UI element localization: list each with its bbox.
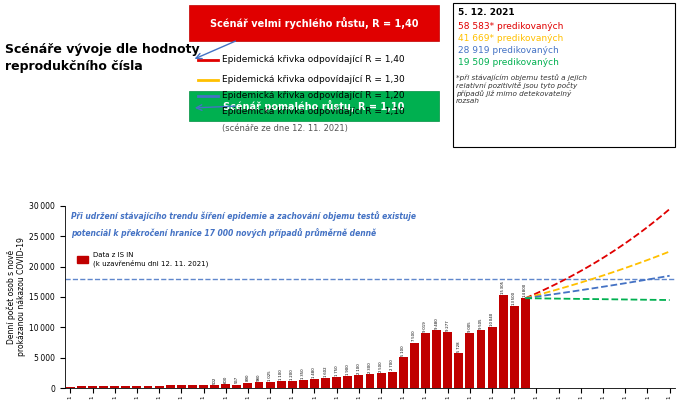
Text: (scénáře ze dne 12. 11. 2021): (scénáře ze dne 12. 11. 2021) [222,124,348,132]
FancyBboxPatch shape [453,3,675,147]
Text: Při udržení stávajícího trendu šíření epidemie a zachování objemu testů existuje: Při udržení stávajícího trendu šíření ep… [71,212,416,222]
Bar [355,375,364,388]
Bar [343,376,352,388]
Text: 9 005: 9 005 [468,322,472,332]
Bar [155,386,164,388]
Text: 890: 890 [246,374,250,381]
Bar [477,330,486,388]
Text: 13 500: 13 500 [512,292,516,305]
Bar [299,380,308,388]
Bar [88,386,97,388]
Text: 5 100: 5 100 [401,345,405,356]
Bar [488,327,496,388]
Bar [221,384,230,388]
Bar [388,372,397,388]
Bar [421,333,430,388]
Bar [266,382,275,388]
Text: Epidemická křivka odpovídající R = 1,10: Epidemická křivka odpovídající R = 1,10 [222,108,404,116]
Text: *při stávajícím objemu testů a jejich
relativní pozitivitě jsou tyto počty
přípa: *při stávajícím objemu testů a jejich re… [456,74,587,104]
Bar [465,333,474,388]
Bar [199,385,208,388]
Text: 2 700: 2 700 [390,360,394,370]
Bar [399,357,408,388]
Text: 9 019: 9 019 [424,321,428,332]
Bar [110,386,119,388]
Text: Epidemická křivka odpovídající R = 1,30: Epidemická křivka odpovídající R = 1,30 [222,76,404,84]
Text: 1 350: 1 350 [301,368,306,378]
Bar [443,332,452,388]
Bar [376,373,385,388]
Text: 7 500: 7 500 [413,331,417,341]
Text: Scénář pomalého růstu, R = 1,10: Scénář pomalého růstu, R = 1,10 [223,100,404,112]
Text: 5 728: 5 728 [457,342,461,352]
Bar [210,385,219,388]
Text: 9 277: 9 277 [445,320,449,330]
Bar [310,379,319,388]
Bar [454,353,463,388]
Text: 10 040: 10 040 [490,313,494,326]
Bar [510,306,519,388]
Text: 15 305: 15 305 [501,281,505,294]
Bar [132,386,141,388]
Text: 1 100: 1 100 [279,369,283,380]
Text: Epidemická křivka odpovídající R = 1,40: Epidemická křivka odpovídající R = 1,40 [222,56,404,64]
Text: 58 583* predikovaných: 58 583* predikovaných [458,22,563,31]
Text: 14 800: 14 800 [523,284,527,297]
Bar [332,377,341,388]
Bar [366,374,374,388]
Bar [521,298,530,388]
FancyBboxPatch shape [189,91,439,121]
Bar [121,386,130,388]
Bar [499,295,507,388]
Text: 19 509 predikovaných: 19 509 predikovaných [458,58,559,67]
Text: potenciál k překročení hranice 17 000 nových případů průměrně denně: potenciál k překročení hranice 17 000 no… [71,228,376,238]
Bar [410,342,419,388]
Bar [166,386,175,388]
Text: 1 750: 1 750 [335,366,339,376]
Text: 9 505: 9 505 [479,319,483,329]
Bar [233,384,241,388]
Bar [99,386,108,388]
Text: 28 919 predikovaných: 28 919 predikovaných [458,46,559,55]
Text: 502: 502 [213,376,217,384]
Text: Scénáře vývoje dle hodnoty
reprodukčního čísla: Scénáře vývoje dle hodnoty reprodukčního… [5,43,200,73]
Bar [277,381,286,388]
FancyBboxPatch shape [189,5,439,41]
Text: 2 300: 2 300 [368,362,372,373]
Bar [177,385,186,388]
Text: 1 602: 1 602 [323,366,327,377]
Text: 1 480: 1 480 [312,367,316,378]
Text: Epidemická křivka odpovídající R = 1,20: Epidemická křivka odpovídající R = 1,20 [222,92,404,100]
Text: 980: 980 [257,373,261,381]
Text: 600: 600 [224,376,228,383]
Bar [243,383,252,388]
Bar [321,378,330,388]
Bar [66,386,75,388]
Text: 9 480: 9 480 [434,318,439,329]
Text: 1 200: 1 200 [291,369,295,380]
Text: 567: 567 [235,376,239,383]
Text: 2 100: 2 100 [357,363,361,374]
Text: 2 500: 2 500 [379,361,383,372]
Text: Scénář velmi rychlého růstu, R = 1,40: Scénář velmi rychlého růstu, R = 1,40 [210,17,418,29]
Text: 5. 12. 2021: 5. 12. 2021 [458,8,515,17]
Text: 41 669* predikovaných: 41 669* predikovaných [458,34,563,43]
Bar [188,385,197,388]
Bar [288,381,297,388]
Text: 1 900: 1 900 [346,364,350,375]
Y-axis label: Denní počet osob s nově
prokázanou nákazou COVID-19: Denní počet osob s nově prokázanou nákaz… [7,238,27,356]
Legend: Data z IS IN
(k uzavřenému dni 12. 11. 2021): Data z IS IN (k uzavřenému dni 12. 11. 2… [74,250,211,270]
Bar [144,386,153,388]
Bar [77,386,86,388]
Bar [432,330,441,388]
Bar [254,382,263,388]
Text: 1 025: 1 025 [268,370,272,380]
